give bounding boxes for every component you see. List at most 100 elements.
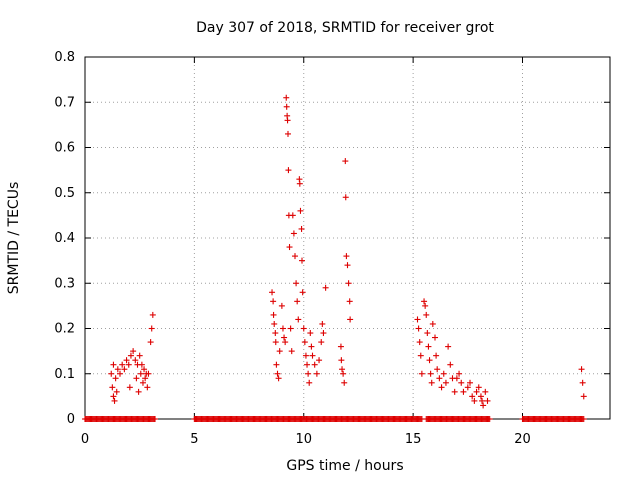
y-tick-label: 0.7 bbox=[54, 95, 75, 110]
data-point bbox=[318, 339, 325, 346]
data-point bbox=[438, 384, 445, 391]
data-point bbox=[305, 370, 312, 377]
data-point bbox=[117, 370, 123, 377]
data-point bbox=[464, 384, 471, 391]
data-point bbox=[299, 257, 305, 264]
data-point bbox=[341, 379, 348, 386]
data-point bbox=[289, 212, 296, 219]
y-tick-label: 0.8 bbox=[54, 50, 75, 65]
data-point bbox=[416, 339, 423, 346]
x-tick-label: 20 bbox=[514, 432, 531, 447]
data-point bbox=[133, 375, 140, 382]
data-point bbox=[142, 375, 149, 382]
x-tick-label: 0 bbox=[81, 432, 89, 447]
data-point bbox=[423, 311, 430, 318]
data-point bbox=[285, 167, 292, 174]
data-point bbox=[304, 361, 311, 368]
data-point bbox=[308, 343, 315, 350]
x-tick-label: 5 bbox=[190, 432, 198, 447]
data-point bbox=[272, 339, 279, 346]
data-point bbox=[469, 393, 476, 400]
data-point bbox=[440, 370, 447, 377]
data-point bbox=[339, 366, 346, 373]
data-point bbox=[111, 397, 118, 404]
data-point bbox=[453, 375, 460, 382]
data-point bbox=[436, 375, 443, 382]
data-point bbox=[132, 357, 139, 364]
data-point bbox=[108, 370, 115, 377]
data-point bbox=[414, 316, 421, 323]
data-point bbox=[309, 352, 316, 359]
data-point bbox=[294, 298, 301, 305]
data-point bbox=[283, 103, 290, 110]
data-point bbox=[135, 388, 142, 395]
data-point bbox=[125, 361, 132, 368]
data-point bbox=[342, 158, 349, 165]
data-point bbox=[428, 379, 435, 386]
y-axis-label: SRMTID / TECUs bbox=[6, 182, 22, 295]
data-point bbox=[338, 357, 345, 364]
data-point bbox=[144, 384, 151, 391]
data-point bbox=[298, 225, 305, 232]
data-point bbox=[138, 361, 145, 368]
data-point bbox=[427, 370, 434, 377]
x-tick-label: 15 bbox=[405, 432, 422, 447]
data-point bbox=[434, 366, 441, 373]
data-point bbox=[137, 370, 144, 377]
grid-lines bbox=[85, 57, 610, 419]
data-point bbox=[109, 384, 116, 391]
data-point bbox=[429, 320, 436, 327]
data-point bbox=[311, 361, 318, 368]
data-point bbox=[421, 298, 428, 305]
data-point bbox=[281, 334, 288, 341]
data-point bbox=[147, 339, 154, 346]
data-point bbox=[471, 397, 478, 404]
plot-frame bbox=[84, 56, 611, 420]
data-point bbox=[475, 384, 482, 391]
data-point bbox=[113, 388, 120, 395]
data-point bbox=[288, 348, 295, 355]
data-point bbox=[346, 298, 353, 305]
data-point bbox=[121, 366, 128, 373]
y-tick-label: 0.1 bbox=[54, 367, 75, 382]
data-point bbox=[297, 207, 304, 214]
data-points bbox=[82, 94, 587, 422]
data-point bbox=[285, 130, 291, 137]
data-point bbox=[418, 370, 425, 377]
data-point bbox=[127, 352, 134, 359]
data-point bbox=[447, 361, 454, 368]
data-point bbox=[319, 320, 326, 327]
data-point bbox=[426, 357, 433, 364]
data-point bbox=[130, 348, 137, 355]
data-point bbox=[322, 284, 329, 291]
data-point bbox=[442, 379, 449, 386]
y-tick-label: 0.6 bbox=[54, 141, 75, 156]
data-point bbox=[415, 325, 422, 332]
data-point bbox=[271, 320, 278, 327]
data-point bbox=[578, 366, 585, 373]
data-point bbox=[295, 316, 302, 323]
data-point bbox=[275, 375, 282, 382]
data-point bbox=[112, 375, 119, 382]
data-point bbox=[276, 348, 283, 355]
data-point bbox=[123, 357, 130, 364]
data-point bbox=[482, 388, 489, 395]
y-tick-label: 0 bbox=[67, 412, 75, 427]
data-point bbox=[337, 343, 344, 350]
data-point bbox=[484, 397, 491, 404]
data-point bbox=[283, 94, 290, 101]
x-axis-label: GPS time / hours bbox=[286, 458, 403, 474]
data-point bbox=[445, 343, 452, 350]
chart-title: Day 307 of 2018, SRMTID for receiver gro… bbox=[196, 20, 494, 36]
data-point bbox=[301, 339, 308, 346]
data-point bbox=[274, 370, 281, 377]
data-point bbox=[479, 397, 486, 404]
data-point bbox=[347, 316, 354, 323]
data-point bbox=[580, 393, 587, 400]
data-point bbox=[273, 361, 280, 368]
data-point bbox=[473, 388, 480, 395]
data-point bbox=[149, 311, 156, 318]
data-point bbox=[316, 357, 323, 364]
data-point bbox=[345, 280, 352, 287]
